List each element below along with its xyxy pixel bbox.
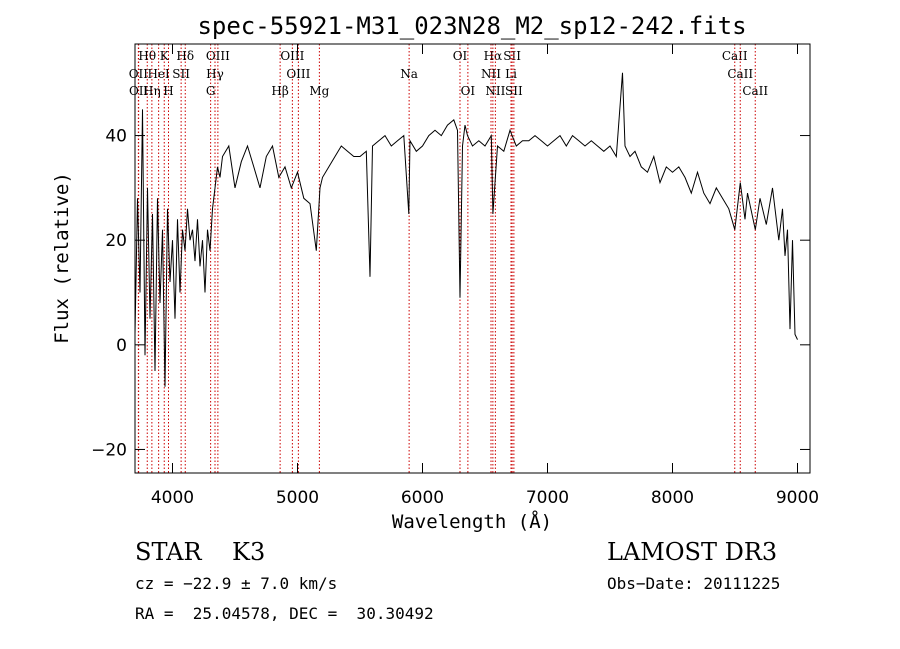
chart-title: spec-55921-M31_023N28_M2_sp12-242.fits — [197, 12, 746, 40]
line-label-23: Mg — [309, 84, 329, 98]
spectrum-line — [134, 72, 798, 387]
line-label-2: Hδ — [176, 49, 194, 63]
line-label-0: Hθ — [138, 49, 156, 63]
x-tick-label-1: 5000 — [276, 488, 319, 508]
x-axis: 4000 5000 6000 7000 8000 9000 — [151, 44, 819, 508]
spectrum-series — [134, 72, 798, 387]
line-label-3: OIII — [206, 49, 230, 63]
line-label-18: OII — [129, 84, 149, 98]
line-label-9: OII — [129, 67, 149, 81]
line-label-19: Hη — [143, 84, 161, 98]
line-label-13: OIII — [286, 67, 310, 81]
line-label-22: Hβ — [271, 84, 288, 98]
object-class: STAR K3 — [135, 538, 266, 566]
line-label-1: K — [160, 49, 170, 63]
plot-frame — [134, 43, 811, 474]
line-label-20: H — [163, 84, 173, 98]
line-label-11: SII — [172, 67, 190, 81]
x-axis-label: Wavelength (Å) — [392, 510, 552, 533]
line-label-5: OI — [453, 49, 468, 63]
y-tick-label-2: 20 — [105, 231, 127, 251]
line-label-7: SII — [503, 49, 521, 63]
y-tick-label-0: −20 — [91, 440, 127, 460]
line-label-4: OIII — [280, 49, 304, 63]
x-tick-label-3: 7000 — [526, 488, 569, 508]
x-tick-label-0: 4000 — [151, 488, 194, 508]
x-tick-label-4: 8000 — [651, 488, 694, 508]
line-label-25: NII — [485, 84, 505, 98]
observation-date: Obs−Date: 20111225 — [607, 574, 781, 593]
line-label-10: HeI — [147, 67, 170, 81]
coordinates: RA = 25.04578, DEC = 30.30492 — [135, 604, 434, 623]
x-tick-label-5: 9000 — [776, 488, 819, 508]
line-label-8: CaII — [722, 49, 748, 63]
line-label-24: OI — [461, 84, 476, 98]
line-label-21: G — [206, 84, 216, 98]
redshift-velocity: cz = −22.9 ± 7.0 km/s — [135, 574, 338, 593]
y-tick-label-1: 0 — [116, 336, 127, 356]
line-label-16: Li — [505, 67, 517, 81]
line-label-12: Hγ — [206, 67, 224, 81]
line-label-14: Na — [400, 67, 418, 81]
y-axis: −20 0 20 40 — [91, 127, 810, 460]
y-axis-label: Flux (relative) — [51, 172, 73, 344]
line-label-17: CaII — [727, 67, 753, 81]
line-label-15: NII — [481, 67, 501, 81]
x-tick-label-2: 6000 — [401, 488, 444, 508]
line-label-26: SII — [505, 84, 523, 98]
line-label-6: Hα — [484, 49, 503, 63]
line-label-27: CaII — [742, 84, 768, 98]
y-tick-label-3: 40 — [105, 127, 127, 147]
survey-name: LAMOST DR3 — [607, 538, 778, 566]
